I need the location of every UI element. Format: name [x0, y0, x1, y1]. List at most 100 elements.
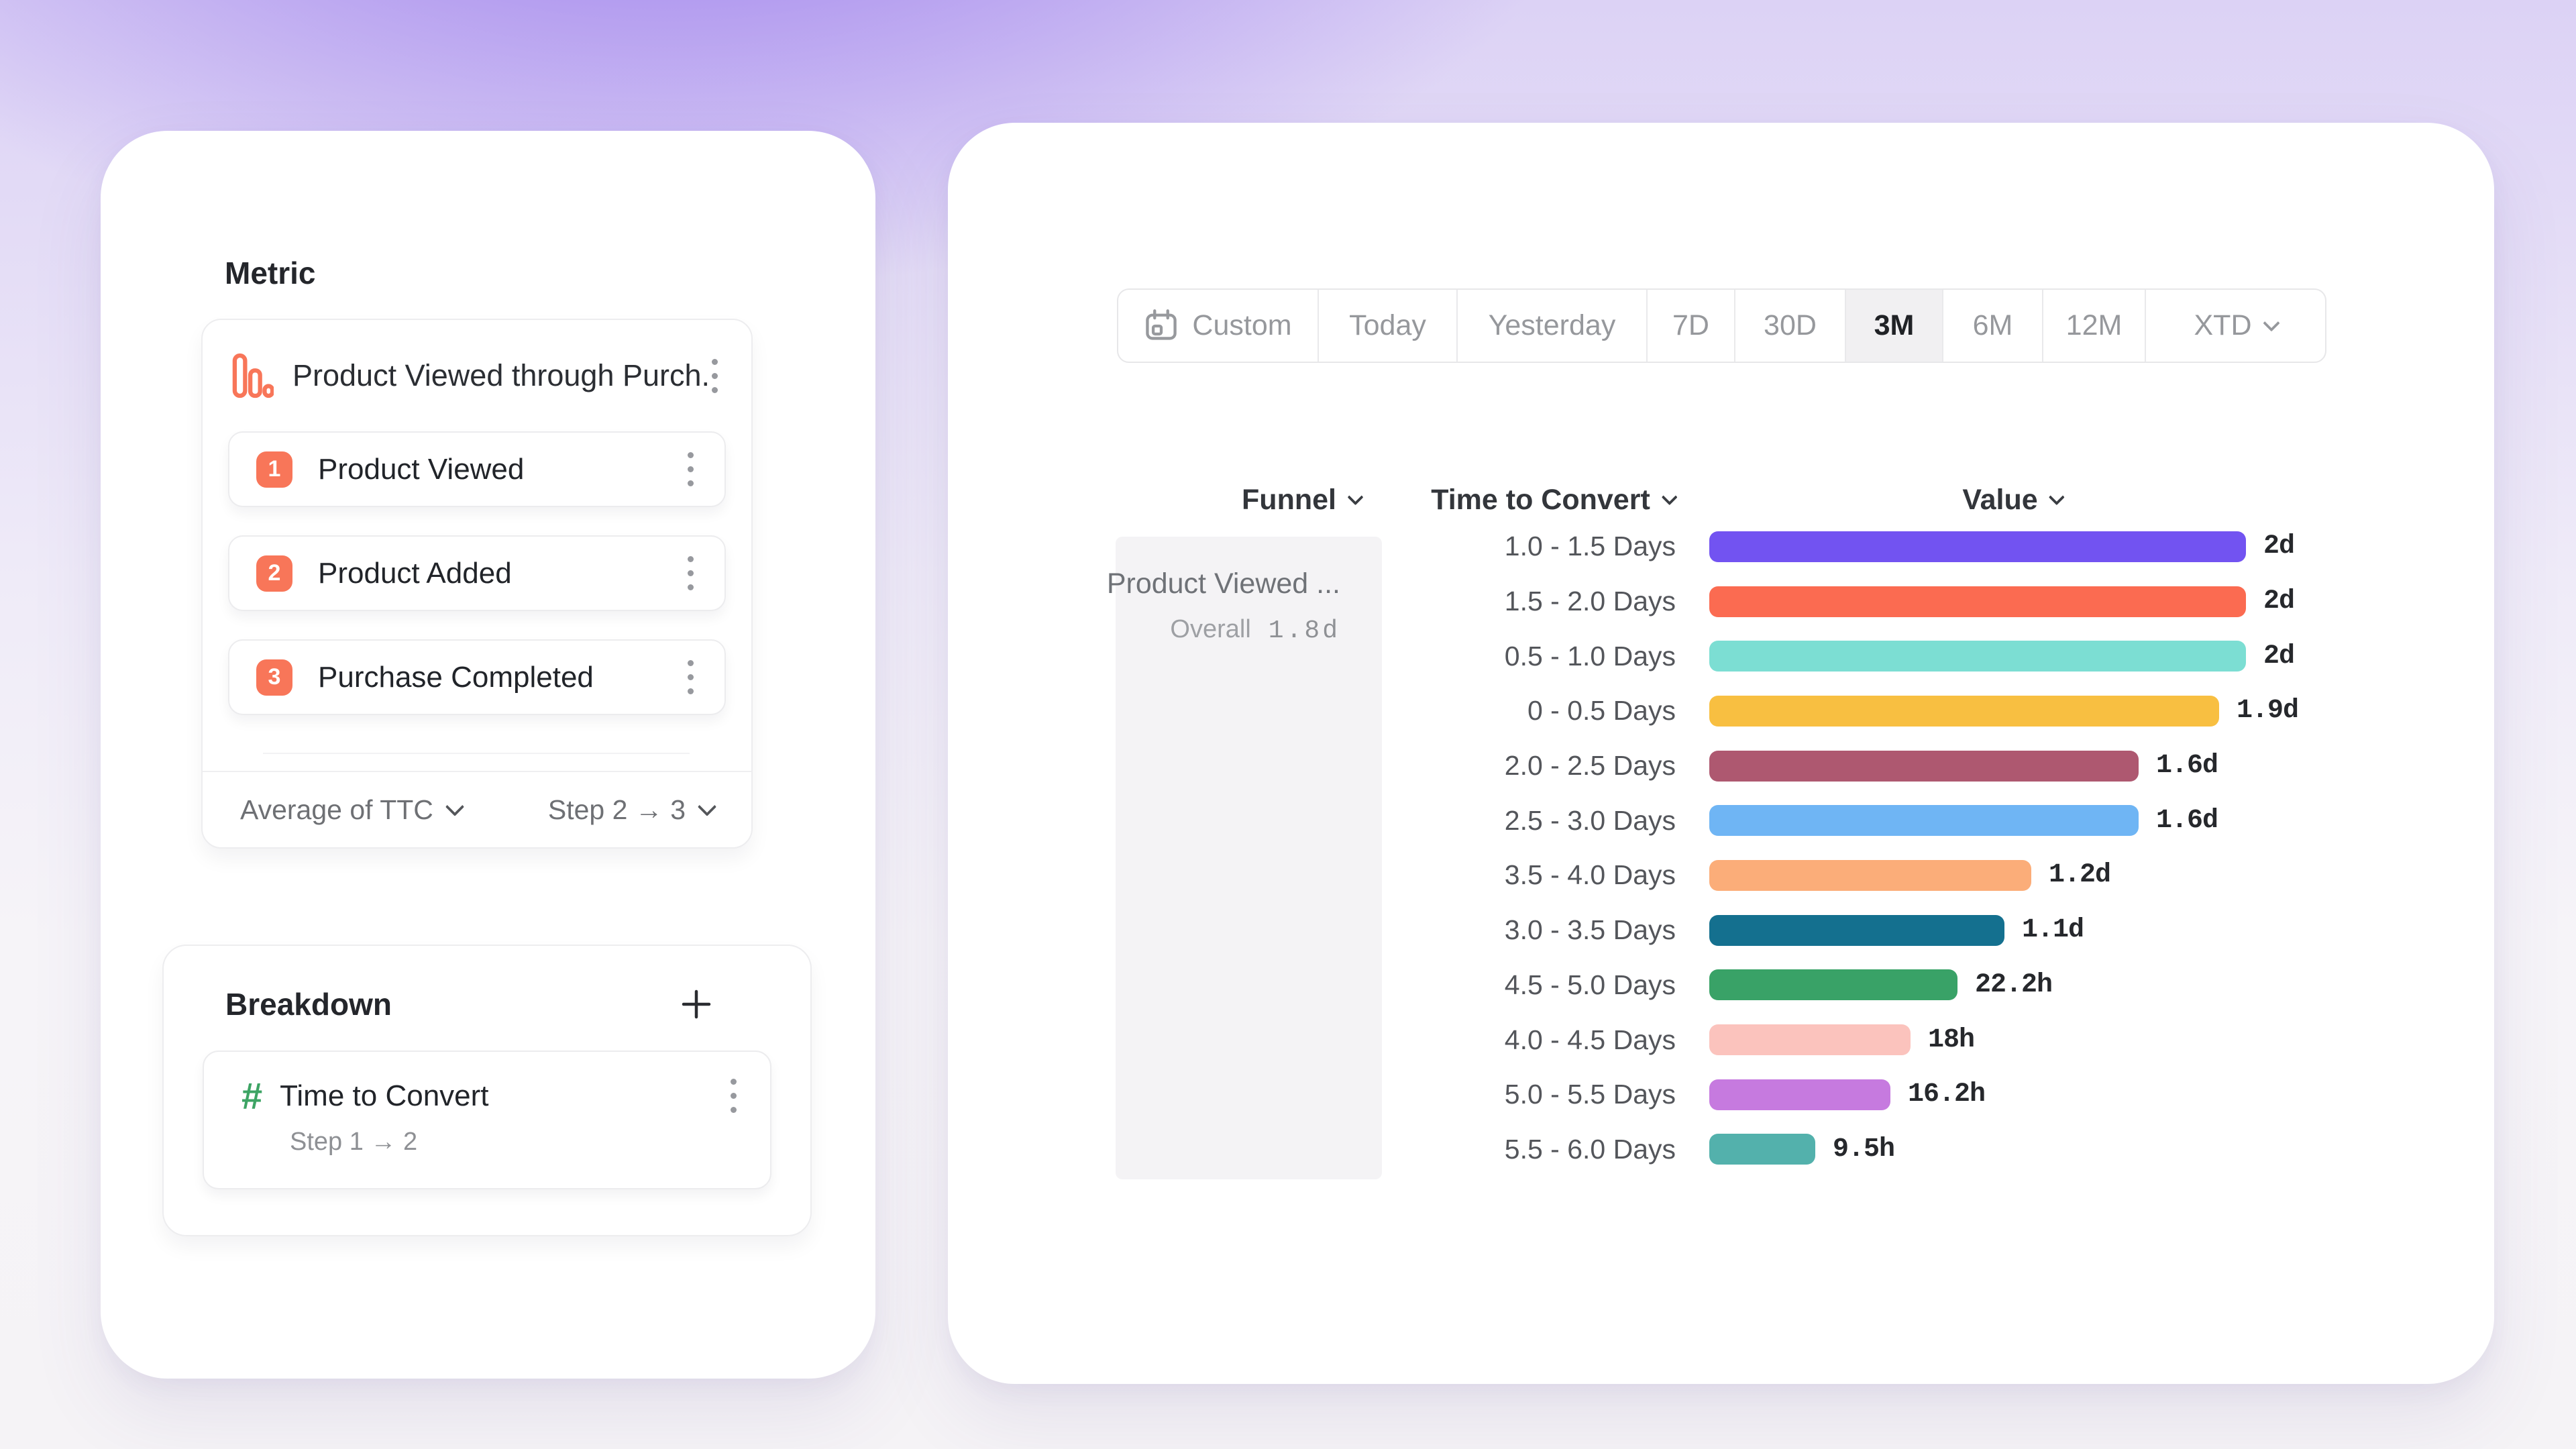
- chart-row: 0.5 - 1.0 Days 2d: [1409, 629, 2298, 684]
- hash-icon: #: [241, 1074, 263, 1117]
- value-bar[interactable]: [1709, 859, 2031, 891]
- date-range-option-6m[interactable]: 6M: [1943, 290, 2043, 362]
- breakdown-card: Breakdown # Time to Convert Step 1 → 2: [162, 945, 812, 1236]
- report-panel: Custom Today Yesterday 7D 30D 3M 6M 12M XTD Funn…: [948, 123, 2494, 1384]
- date-range-option-custom[interactable]: Custom: [1118, 290, 1319, 362]
- chart-row: 1.5 - 2.0 Days 2d: [1409, 574, 2298, 629]
- divider: [263, 753, 690, 754]
- query-builder-panel: Metric Product Viewed through Purch... 1…: [101, 131, 875, 1379]
- bucket-label: 3.0 - 3.5 Days: [1504, 914, 1676, 946]
- funnel-steps: 1 Product Viewed 2 Product Added 3 Purchase C…: [228, 431, 726, 743]
- column-header-value[interactable]: Value: [1962, 484, 2065, 517]
- date-range-option-label: Today: [1349, 309, 1426, 341]
- kebab-menu-icon[interactable]: [708, 355, 722, 397]
- value-bar[interactable]: [1709, 641, 2246, 672]
- value-bar[interactable]: [1709, 969, 1957, 1001]
- funnel-cell[interactable]: Product Viewed ... Overall 1.8d: [1107, 537, 1382, 1179]
- funnel-step[interactable]: 3 Purchase Completed: [228, 639, 726, 715]
- breakdown-title: Breakdown: [225, 987, 392, 1022]
- bucket-label: 4.0 - 4.5 Days: [1504, 1024, 1676, 1055]
- funnel-step[interactable]: 1 Product Viewed: [228, 431, 726, 507]
- date-range-option-label: XTD: [2194, 309, 2252, 341]
- kebab-menu-icon[interactable]: [684, 448, 698, 490]
- column-header-funnel[interactable]: Funnel: [1242, 484, 1364, 517]
- value-bar[interactable]: [1709, 1024, 1911, 1056]
- date-range-option-label: 12M: [2065, 309, 2123, 341]
- step-range-label: Step 2 → 3: [547, 794, 686, 825]
- value-bar[interactable]: [1709, 695, 2219, 727]
- step-range-dropdown[interactable]: Step 2 → 3: [547, 794, 717, 826]
- chevron-down-icon: [2049, 489, 2065, 506]
- value-label: 18h: [1928, 1024, 1975, 1055]
- funnel-cell-title: Product Viewed ...: [1106, 568, 1340, 600]
- date-range-option-7d[interactable]: 7D: [1648, 290, 1735, 362]
- value-bar[interactable]: [1709, 531, 2246, 562]
- step-number-badge: 2: [256, 555, 292, 592]
- calendar-icon: [1144, 309, 1179, 343]
- chart-row: 3.5 - 4.0 Days 1.2d: [1409, 848, 2298, 903]
- kebab-menu-icon[interactable]: [727, 1075, 741, 1117]
- step-number-badge: 3: [256, 659, 292, 696]
- bucket-label: 5.0 - 5.5 Days: [1504, 1079, 1676, 1110]
- step-label: Product Added: [318, 556, 512, 590]
- value-label: 1.2d: [2049, 860, 2111, 891]
- chart-row: 0 - 0.5 Days 1.9d: [1409, 684, 2299, 739]
- value-label: 1.6d: [2156, 805, 2218, 836]
- value-bar[interactable]: [1709, 805, 2139, 837]
- date-range-option-label: 3M: [1874, 309, 1915, 341]
- breakdown-item-label: Time to Convert: [280, 1079, 489, 1112]
- date-range-option-today[interactable]: Today: [1319, 290, 1458, 362]
- add-breakdown-button[interactable]: [679, 987, 714, 1022]
- overall-value: 1.8d: [1268, 616, 1340, 645]
- metric-section-title: Metric: [225, 256, 316, 290]
- step-label: Product Viewed: [318, 452, 525, 486]
- kebab-menu-icon[interactable]: [684, 656, 698, 698]
- value-label: 2d: [2263, 641, 2295, 672]
- date-range-option-label: Custom: [1192, 309, 1292, 341]
- chevron-down-icon: [1661, 489, 1678, 506]
- ttc-bar-chart: 1.0 - 1.5 Days 2d 1.5 - 2.0 Days 2d 0.5 - 1.…: [1409, 519, 2299, 1177]
- step-label: Purchase Completed: [318, 660, 594, 694]
- value-bar[interactable]: [1709, 1079, 1890, 1110]
- overall-label: Overall: [1170, 615, 1251, 643]
- value-label: 16.2h: [1908, 1079, 1986, 1110]
- bar-chart-icon: [232, 353, 274, 398]
- metric-card-footer: Average of TTC Step 2 → 3: [203, 771, 751, 847]
- metric-card-header: Product Viewed through Purch...: [203, 320, 751, 431]
- date-range-option-label: 30D: [1764, 309, 1817, 341]
- value-bar[interactable]: [1709, 914, 2004, 946]
- date-range-option-30d[interactable]: 30D: [1735, 290, 1846, 362]
- value-bar[interactable]: [1709, 1134, 1815, 1165]
- breakdown-item[interactable]: # Time to Convert Step 1 → 2: [203, 1051, 771, 1189]
- chevron-down-icon: [697, 797, 717, 816]
- date-range-option-xtd[interactable]: XTD: [2146, 290, 2325, 362]
- value-bar[interactable]: [1709, 586, 2246, 617]
- funnel-step[interactable]: 2 Product Added: [228, 535, 726, 611]
- chart-row: 3.0 - 3.5 Days 1.1d: [1409, 903, 2298, 958]
- value-label: 9.5h: [1833, 1134, 1895, 1165]
- column-header-time-to-convert[interactable]: Time to Convert: [1431, 484, 1678, 517]
- funnel-metric-title: Product Viewed through Purch...: [292, 358, 708, 392]
- date-range-option-12m[interactable]: 12M: [2043, 290, 2146, 362]
- chart-row: 5.5 - 6.0 Days 9.5h: [1409, 1122, 2298, 1177]
- date-range-option-label: 7D: [1672, 309, 1709, 341]
- kebab-menu-icon[interactable]: [684, 552, 698, 594]
- step-number-badge: 1: [256, 451, 292, 488]
- aggregation-dropdown[interactable]: Average of TTC: [240, 794, 465, 826]
- metric-card: Product Viewed through Purch... 1 Product…: [201, 319, 753, 849]
- value-label: 1.9d: [2237, 696, 2299, 727]
- value-label: 22.2h: [1975, 969, 2053, 1000]
- chart-row: 1.0 - 1.5 Days 2d: [1409, 519, 2298, 574]
- chart-row: 4.5 - 5.0 Days 22.2h: [1409, 958, 2298, 1013]
- value-label: 1.1d: [2022, 915, 2084, 946]
- bucket-label: 1.5 - 2.0 Days: [1504, 586, 1676, 617]
- bucket-label: 0.5 - 1.0 Days: [1504, 640, 1676, 672]
- date-range-option-3m[interactable]: 3M: [1846, 290, 1943, 362]
- date-range-picker: Custom Today Yesterday 7D 30D 3M 6M 12M XTD: [1117, 288, 2326, 363]
- chart-row: 5.0 - 5.5 Days 16.2h: [1409, 1067, 2298, 1122]
- breakdown-item-steps: Step 1 → 2: [290, 1128, 418, 1156]
- date-range-option-yesterday[interactable]: Yesterday: [1458, 290, 1648, 362]
- value-bar[interactable]: [1709, 750, 2139, 782]
- bucket-label: 4.5 - 5.0 Days: [1504, 969, 1676, 1000]
